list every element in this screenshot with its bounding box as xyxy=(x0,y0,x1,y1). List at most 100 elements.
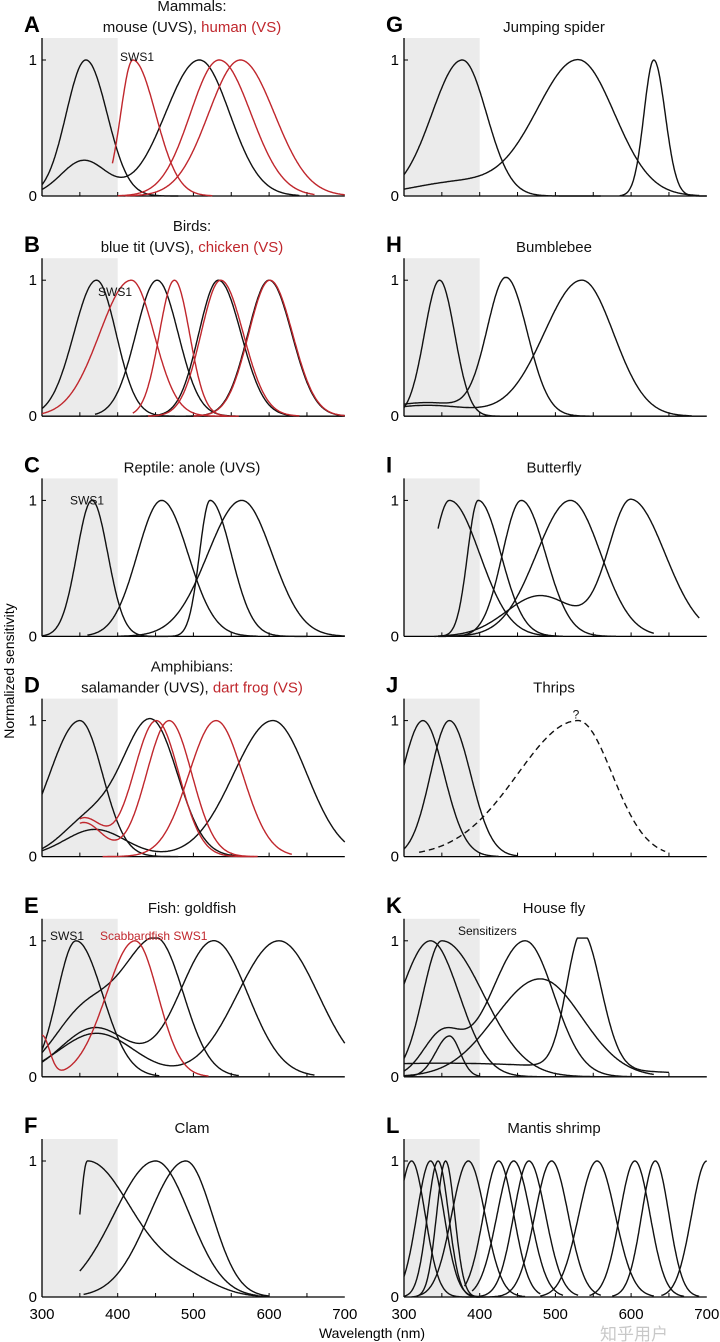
sensitivity-curve-508 xyxy=(41,59,300,197)
sensitivity-curve-700 xyxy=(661,1160,707,1297)
title-part: human (VS) xyxy=(201,19,281,36)
y-tick-label: 0 xyxy=(29,1069,37,1086)
panel-letter: E xyxy=(24,893,39,918)
y-tick-label: 1 xyxy=(29,492,37,509)
panel-f: 0 1 300 400 500 600 700 F Clam xyxy=(24,1113,357,1323)
panel-letter: A xyxy=(24,12,40,37)
y-tick-label: 0 xyxy=(29,1289,37,1306)
y-tick-label: 1 xyxy=(391,492,399,509)
sensitivity-curve-520 xyxy=(438,499,654,637)
panel-a: 0 1 A Mammals: mouse (UVS), human (VS) SWS1 xyxy=(24,0,345,205)
panel-title: Reptile: anole (UVS) xyxy=(124,459,261,476)
y-tick-label: 1 xyxy=(391,713,399,730)
sensitivity-curve-605 xyxy=(41,719,346,853)
y-tick-label: 1 xyxy=(391,52,399,69)
y-tick-label: 1 xyxy=(29,272,37,289)
x-tick-label: 300 xyxy=(391,1306,416,1323)
sensitivity-curve-435 xyxy=(403,276,590,417)
y-tick-label: 1 xyxy=(29,52,37,69)
sensitivity-curve-450 xyxy=(79,1160,258,1297)
title-part: House fly xyxy=(523,900,586,917)
title-part: Thrips xyxy=(533,680,575,697)
sensitivity-curve-372 xyxy=(41,279,194,417)
sensitivity-curve-455 xyxy=(438,499,616,638)
sensitivity-curve-530 xyxy=(102,719,292,858)
sensitivity-curve-490 xyxy=(83,1160,270,1297)
sensitivity-curve-345 xyxy=(41,940,160,1077)
title-part: Clam xyxy=(174,1120,209,1137)
title-part: dart frog (VS) xyxy=(213,680,303,697)
sensitivity-curve-445 xyxy=(471,1160,564,1296)
sensitivity-curve-527 xyxy=(41,940,315,1076)
sensitivity-curve-555 xyxy=(540,1160,654,1297)
y-tick-label: 1 xyxy=(391,1153,399,1170)
panel-title: Thrips xyxy=(533,680,575,697)
sensitivity-curve-564 xyxy=(117,499,345,637)
sensitivity-curve-562 xyxy=(125,59,345,197)
y-tick-label: 0 xyxy=(391,1069,399,1086)
sensitivity-curve-418 xyxy=(41,279,239,417)
x-tick-label: 500 xyxy=(543,1306,568,1323)
sensitivity-curve-601 xyxy=(193,279,345,417)
panel-title: mouse (UVS), human (VS) xyxy=(103,19,281,36)
panel-title: House fly xyxy=(523,900,586,917)
title-part: salamander (UVS), xyxy=(81,680,213,697)
panel-letter: K xyxy=(386,893,402,918)
panel-k: 0 1 K House fly Sensitizers xyxy=(386,893,707,1086)
panel-title: Fish: goldfish xyxy=(148,900,236,917)
annotation-label: SWS1 xyxy=(50,929,84,943)
annotation-label: SWS1 xyxy=(120,50,154,64)
title-part: Mantis shrimp xyxy=(507,1120,600,1137)
panel-letter: J xyxy=(386,673,398,698)
uv-shaded-region xyxy=(404,478,480,637)
panel-c: 0 1 C Reptile: anole (UVS) SWS1 xyxy=(24,452,345,645)
y-tick-label: 0 xyxy=(391,849,399,866)
sensitivity-curve-444 xyxy=(41,717,243,857)
y-tick-label: 0 xyxy=(29,849,37,866)
panel-title: Clam xyxy=(174,1120,209,1137)
uv-shaded-region xyxy=(404,698,480,857)
sensitivity-curve-385 xyxy=(418,1160,526,1298)
x-tick-label: 400 xyxy=(105,1306,130,1323)
panel-title: Mammals: xyxy=(157,0,226,15)
sensitivity-curve-451 xyxy=(79,719,254,858)
panel-i: 0 1 I Butterfly xyxy=(386,452,707,645)
panel-l: 0 1 300 400 500 600 700 L Mantis shrimp xyxy=(386,1113,719,1323)
uv-shaded-region xyxy=(404,1139,480,1297)
panel-letter: I xyxy=(386,452,392,477)
sensitivity-curve-613 xyxy=(41,940,346,1067)
panel-title: Butterfly xyxy=(526,459,582,476)
title-part: Bumblebee xyxy=(516,239,592,256)
sensitivity-curve-335 xyxy=(403,940,601,1078)
sensitivity-curve-600 xyxy=(438,498,700,637)
x-tick-label: 600 xyxy=(257,1306,282,1323)
sensitivity-curve-420 xyxy=(111,59,213,197)
sensitivity-curve-530 xyxy=(403,58,700,197)
panel-letter: D xyxy=(24,673,40,698)
x-tick-label: 400 xyxy=(467,1306,492,1323)
panel-b: 0 1 B Birds: blue tit (UVS), chicken (VS) SWS… xyxy=(24,218,345,425)
y-tick-label: 1 xyxy=(29,1153,37,1170)
panel-h: 0 1 H Bumblebee xyxy=(386,232,707,425)
panel-title: blue tit (UVS), chicken (VS) xyxy=(101,239,284,256)
sensitivity-curve-632 xyxy=(612,1160,700,1297)
panel-letter: C xyxy=(24,452,40,477)
x-tick-label: 300 xyxy=(29,1306,54,1323)
panel-letter: L xyxy=(386,1113,399,1138)
panel-title: Amphibians: xyxy=(151,659,234,676)
panel-e: 0 1 E Fish: goldfish SWS1 Scabbardfish SWS1 xyxy=(24,893,346,1086)
panel-letter: F xyxy=(24,1113,37,1138)
title-part: mouse (UVS), xyxy=(103,19,201,36)
panel-letter: H xyxy=(386,232,402,257)
sensitivity-curve-630 xyxy=(619,59,707,197)
sensitivity-curve-398 xyxy=(434,499,563,638)
sensitivity-curve-360 xyxy=(403,719,518,857)
y-tick-label: 1 xyxy=(29,713,37,730)
sensitivity-curve-534 xyxy=(117,59,315,197)
sensitivity-curve-460 xyxy=(403,940,647,1078)
annotation-label: ? xyxy=(573,708,580,722)
sensitivity-curve-480 xyxy=(404,978,654,1077)
sensitivity-curve-468 xyxy=(79,719,258,858)
sensitivity-curve-325 xyxy=(403,719,499,858)
annotation-label: Sensitizers xyxy=(458,924,517,938)
